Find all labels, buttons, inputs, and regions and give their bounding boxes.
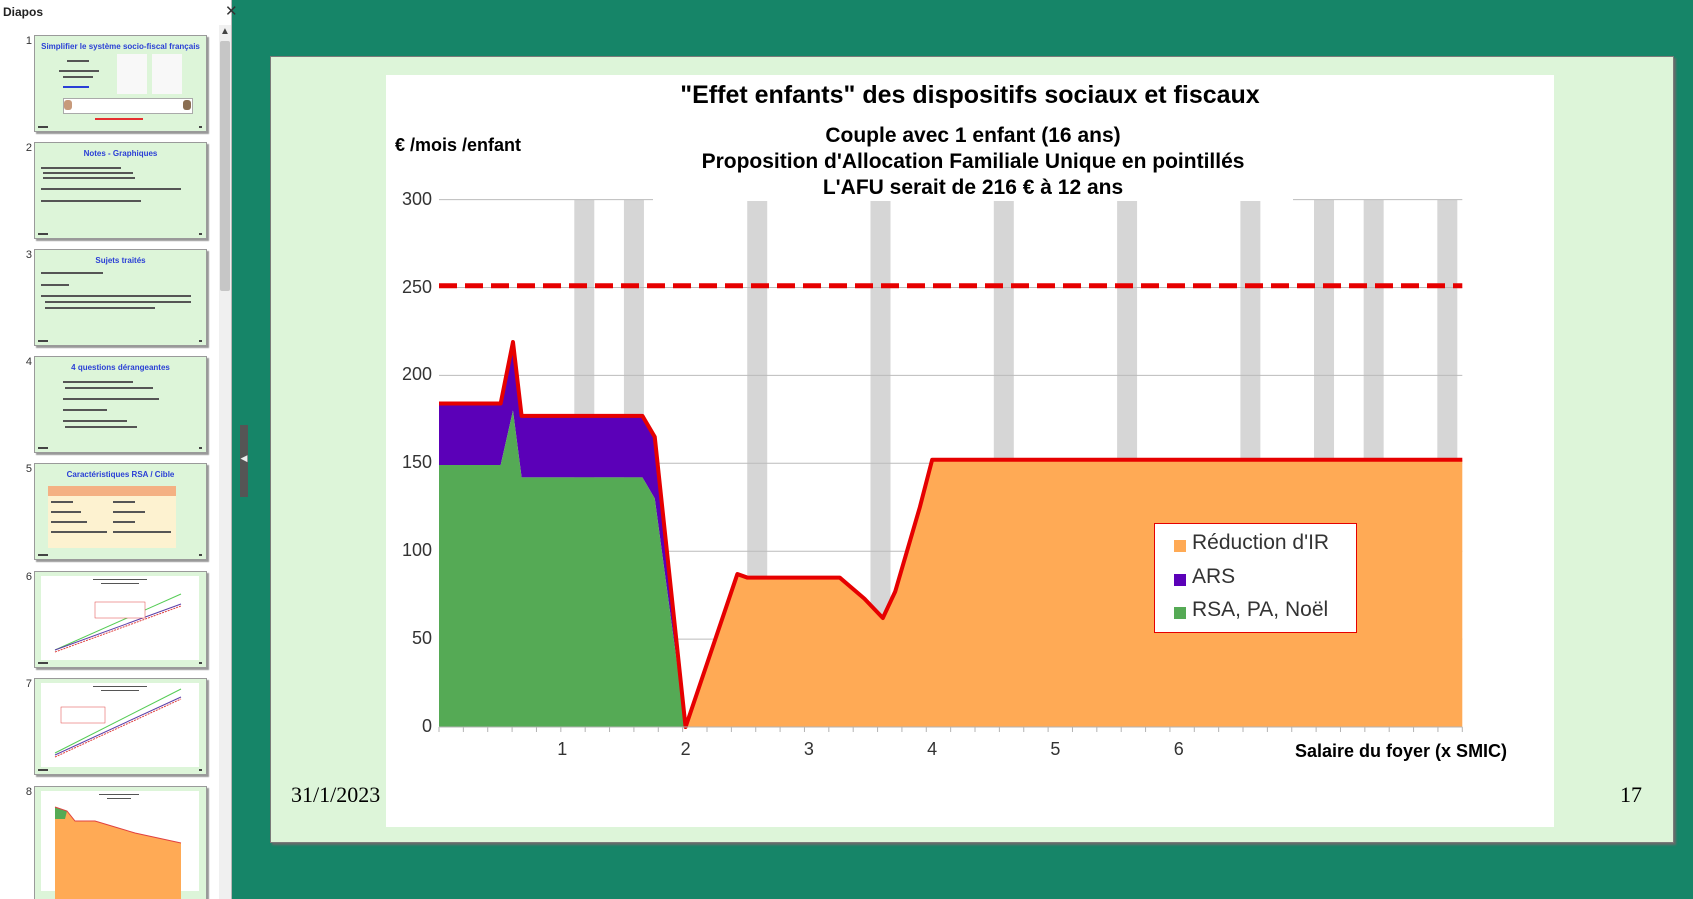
slide-thumbnail-3[interactable]: Sujets traités [34,249,207,346]
x-tick-label: 6 [1173,739,1184,759]
legend-label: RSA, PA, Noël [1192,598,1329,621]
thumbnail-number: 1 [25,35,32,47]
slide-number: 17 [1620,782,1642,807]
y-tick-label: 0 [421,716,432,736]
thumbnail-title: Caractéristiques RSA / Cible [66,470,175,479]
chart[interactable]: "Effet enfants" des dispositifs sociaux … [386,75,1554,827]
thumbnail-title: Sujets traités [95,256,146,265]
thumbnail-number: 5 [25,463,32,475]
slides-pane: Diapos ✕ 1 Simplifier le système socio-f… [0,0,238,899]
y-axis-label: € /mois /enfant [395,135,522,155]
thumbnail-number: 2 [25,142,32,154]
thumbnail-number: 4 [25,356,32,368]
slides-pane-scrollbar[interactable]: ▲ [219,25,231,899]
slide-thumbnail-7[interactable] [34,678,207,775]
chart-subtitle-line: Couple avec 1 enfant (16 ans) [825,124,1121,147]
legend-label: ARS [1192,565,1236,588]
area-series-rsa-pa-noel [439,410,1463,727]
scrollbar-thumb[interactable] [220,41,230,291]
x-tick-label: 5 [1050,739,1061,759]
legend-label: Réduction d'IR [1192,531,1330,554]
y-tick-label: 200 [401,364,432,385]
chart-subtitle: Couple avec 1 enfant (16 ans) Propositio… [653,123,1293,201]
legend-swatch [1174,574,1186,586]
chevron-left-icon: ◀ [240,453,248,463]
slide-thumbnail-6[interactable] [34,571,207,668]
slide-thumbnail-8[interactable] [34,786,207,899]
slide-thumbnail-4[interactable]: 4 questions dérangeantes [34,356,207,453]
slide-date: 31/1/2023 [291,782,381,807]
x-tick-label: 1 [557,739,568,759]
chart-subtitle-line: Proposition d'Allocation Familiale Uniqu… [701,150,1245,173]
thumbnail-title: 4 questions dérangeantes [71,363,170,372]
thumbnail-number: 3 [25,249,32,261]
slide-thumbnail-5[interactable]: Caractéristiques RSA / Cible [34,463,207,560]
y-tick-label: 50 [411,628,432,649]
y-tick-label: 250 [401,276,432,297]
thumbnail-number: 8 [25,786,32,798]
thumbnail-title: Simplifier le système socio-fiscal franç… [41,42,200,51]
legend-swatch [1174,540,1186,552]
total-line [439,339,1463,729]
chart-title: "Effet enfants" des dispositifs sociaux … [680,81,1260,109]
chart-legend: Réduction d'IR ARS RSA, PA, Noël [1154,523,1357,633]
chart-subtitle-line: L'AFU serait de 216 € à 12 ans [822,176,1124,199]
x-tick-label: 2 [680,739,691,759]
collapse-pane-handle[interactable]: ◀ [240,425,248,497]
x-tick-label: 3 [803,739,814,759]
slide-thumbnail-2[interactable]: Notes - Graphiques [34,142,207,239]
y-tick-label: 300 [401,188,432,209]
slide-thumbnail-1[interactable]: Simplifier le système socio-fiscal franç… [34,35,207,132]
chevron-up-icon[interactable]: ▲ [220,26,230,37]
close-icon[interactable]: ✕ [225,3,238,20]
thumbnail-number: 6 [25,571,32,583]
thumbnail-number: 7 [25,678,32,690]
x-tick-label: 4 [927,739,938,759]
slides-pane-title: Diapos [3,5,44,19]
slides-pane-header: Diapos ✕ [0,0,238,25]
y-tick-label: 100 [401,540,432,561]
x-axis-label: Salaire du foyer (x SMIC) [1291,739,1512,764]
legend-swatch [1174,607,1186,619]
slide-canvas[interactable]: 31/1/2023 17 "Effet enfants" des disposi… [270,56,1674,843]
y-tick-label: 150 [401,452,432,473]
thumbnail-title: Notes - Graphiques [83,149,158,158]
